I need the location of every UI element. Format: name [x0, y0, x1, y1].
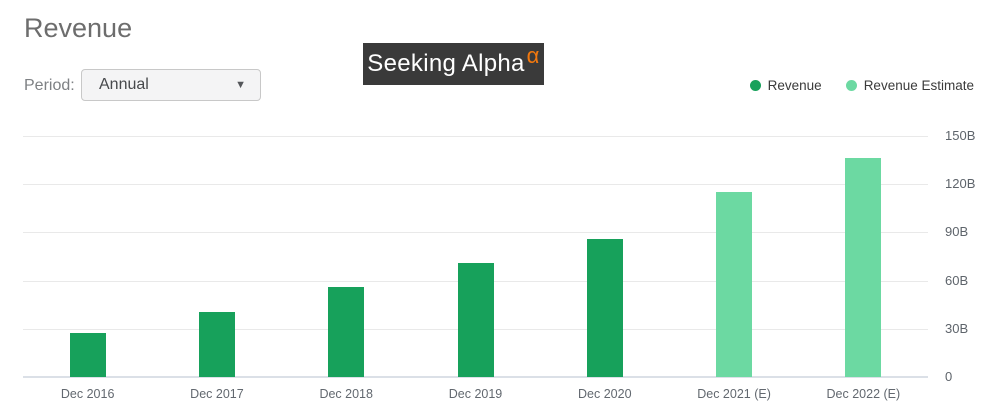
- logo-text: Seeking Alpha: [367, 50, 525, 77]
- legend-item-revenue-estimate[interactable]: Revenue Estimate: [845, 78, 974, 93]
- y-axis-label: 120B: [945, 176, 976, 192]
- page-title: Revenue: [24, 13, 133, 43]
- chart-plot: 150B 120B 90B 60B 30B 0 Dec 2016 Dec 2017 Dec 20…: [23, 128, 975, 401]
- y-axis-label: 90B: [945, 224, 969, 240]
- bar-dec-2018[interactable]: [328, 287, 365, 377]
- period-label: Period:: [24, 77, 75, 94]
- y-axis-label: 30B: [945, 320, 969, 336]
- y-axis-label: 60B: [945, 272, 969, 288]
- revenue-dot-icon: [749, 80, 761, 91]
- alpha-icon: α: [526, 43, 540, 68]
- y-axis-label: 0: [945, 369, 953, 384]
- x-axis-label: Dec 2017: [190, 387, 244, 401]
- bar-dec-2019[interactable]: [457, 263, 494, 377]
- chart-legend: Revenue Revenue Estimate: [749, 78, 974, 93]
- bar-dec-2021-e[interactable]: [716, 192, 753, 377]
- bar-dec-2022-e[interactable]: [845, 157, 882, 377]
- period-dropdown-value: Annual: [99, 76, 149, 93]
- x-axis-label: Dec 2019: [448, 387, 503, 401]
- gridline: [23, 136, 928, 137]
- seeking-alpha-logo: Seeking Alpha α: [363, 43, 544, 85]
- gridline: [23, 376, 928, 378]
- gridline: [23, 232, 928, 234]
- revenue-estimate-dot-icon: [845, 80, 857, 91]
- gridline: [23, 184, 928, 186]
- bar-dec-2017[interactable]: [198, 311, 235, 377]
- legend-label: Revenue: [767, 78, 822, 93]
- x-axis-label: Dec 2021 (E): [697, 387, 771, 401]
- legend-item-revenue[interactable]: Revenue: [749, 78, 822, 93]
- y-axis-label: 150B: [945, 128, 976, 143]
- bar-dec-2020[interactable]: [586, 238, 623, 377]
- x-axis-label: Dec 2016: [60, 387, 115, 401]
- legend-label: Revenue Estimate: [863, 78, 974, 93]
- x-axis-label: Dec 2020: [578, 387, 632, 401]
- bar-dec-2016[interactable]: [69, 332, 106, 377]
- period-dropdown[interactable]: Annual ▼: [81, 69, 261, 101]
- x-axis-label: Dec 2022 (E): [826, 387, 901, 401]
- chevron-down-icon: ▼: [235, 79, 246, 91]
- x-axis-label: Dec 2018: [319, 387, 373, 401]
